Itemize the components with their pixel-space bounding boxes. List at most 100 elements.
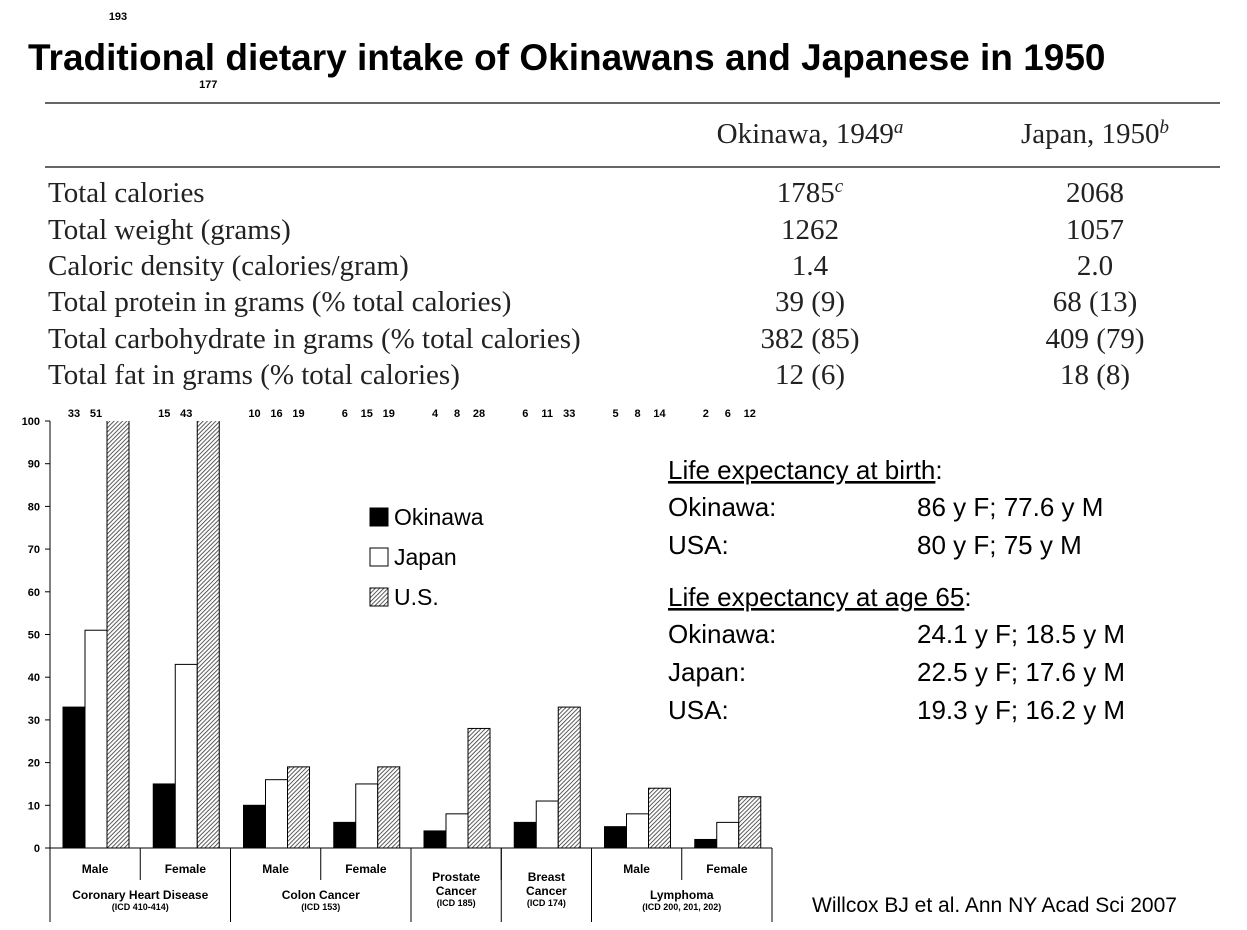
y-tick-label: 80 — [28, 501, 40, 513]
data-label: 51 — [90, 408, 102, 420]
group-code: (ICD 174) — [526, 898, 566, 908]
row-label: Total weight (grams) — [48, 214, 291, 246]
group-label-box: Colon Cancer (ICD 153) — [231, 888, 412, 913]
group-name: Colon Cancer — [281, 888, 360, 902]
heading-text: Life expectancy at age 65 — [668, 582, 964, 612]
x-tick-label: Male — [262, 862, 289, 876]
data-label: 6 — [342, 408, 348, 420]
bar — [445, 813, 469, 849]
x-tick-label: Female — [165, 862, 207, 876]
footnote-mark: b — [1160, 117, 1170, 138]
group-label-box: Breast Cancer (ICD 174) — [501, 870, 591, 909]
data-label: 10 — [248, 408, 260, 420]
data-label: 6 — [522, 408, 528, 420]
group-label-box: Prostate Cancer (ICD 185) — [411, 870, 501, 909]
group-name: Lymphoma — [649, 888, 714, 902]
bar — [62, 706, 86, 849]
y-tick-label: 70 — [28, 544, 40, 556]
data-label: 33 — [68, 408, 80, 420]
group-name: Coronary Heart Disease — [72, 888, 209, 902]
section-heading: Life expectancy at birth: — [668, 455, 943, 485]
heading-text: Life expectancy at birth — [668, 455, 935, 485]
country: USA: — [668, 695, 729, 725]
bar — [626, 813, 649, 849]
bar — [513, 821, 537, 849]
legend-label: U.S. — [394, 584, 439, 610]
data-label: 177 — [199, 79, 217, 91]
expectancy: 19.3 y F; 16.2 y M — [917, 695, 1125, 725]
data-label: 4 — [432, 408, 439, 420]
group-label: Prostate Cancer(ICD 185) — [411, 870, 501, 909]
data-label: 15 — [361, 408, 373, 420]
column-header: Japan, 1950b — [1021, 117, 1169, 151]
data-label: 6 — [725, 408, 731, 420]
cell-text: 68 (13) — [1053, 286, 1138, 318]
bar — [333, 821, 357, 849]
data-label: 8 — [634, 408, 640, 420]
group-name: Prostate Cancer — [432, 870, 481, 898]
group-name: Breast Cancer — [526, 870, 567, 898]
row-label: Total protein in grams (% total calories… — [48, 286, 511, 318]
data-label: 8 — [454, 408, 460, 420]
table-cell: 18 (8) — [1060, 359, 1130, 391]
y-tick-label: 100 — [22, 416, 40, 428]
data-label: 14 — [653, 408, 666, 420]
group-label-box: Coronary Heart Disease (ICD 410-414) — [50, 888, 231, 913]
bar — [265, 779, 288, 849]
group-code: (ICD 185) — [436, 898, 476, 908]
heading-suffix: : — [935, 455, 942, 485]
bar — [738, 796, 762, 849]
citation: Willcox BJ et al. Ann NY Acad Sci 2007 — [812, 894, 1177, 917]
table-cell: 2.0 — [1077, 250, 1113, 282]
cell-text: Okinawa, 1949 — [717, 118, 894, 150]
bar — [174, 663, 198, 849]
y-tick-label: 90 — [28, 459, 40, 471]
bar — [243, 804, 266, 849]
bar — [467, 727, 491, 849]
cell-text: 382 (85) — [760, 323, 859, 355]
table-cell: 2068 — [1066, 177, 1124, 209]
data-label: 2 — [703, 408, 709, 420]
x-tick-label: Male — [82, 862, 109, 876]
bar — [84, 629, 108, 849]
footnote-mark: a — [894, 117, 904, 138]
bar — [716, 821, 740, 849]
table-cell: 1785c — [777, 176, 844, 210]
country: Okinawa: — [668, 619, 776, 649]
group-label: Breast Cancer(ICD 174) — [501, 870, 591, 909]
table-cell: 68 (13) — [1053, 286, 1138, 318]
data-label: 15 — [158, 408, 170, 420]
country: Okinawa: — [668, 492, 776, 522]
data-label: 19 — [383, 408, 395, 420]
data-label: 28 — [473, 408, 485, 420]
bar — [152, 783, 176, 849]
group-label: Colon Cancer(ICD 153) — [231, 888, 412, 913]
cell-text: 2.0 — [1077, 250, 1113, 282]
data-label: 5 — [612, 408, 618, 420]
country: USA: — [668, 530, 729, 560]
slide-title: Traditional dietary intake of Okinawans … — [28, 37, 1106, 78]
cell-text: 1262 — [781, 214, 839, 246]
legend-swatch — [369, 587, 389, 607]
group-label: Coronary Heart Disease(ICD 410-414) — [50, 888, 231, 913]
bar — [535, 800, 559, 849]
legend-swatch — [369, 507, 389, 527]
plot-area — [62, 421, 762, 849]
table-cell: 1057 — [1066, 214, 1124, 246]
table-cell: 1262 — [781, 214, 839, 246]
y-tick-label: 50 — [28, 630, 40, 642]
x-tick-label: Female — [345, 862, 387, 876]
expectancy: 86 y F; 77.6 y M — [917, 492, 1103, 522]
y-tick-label: 60 — [28, 587, 40, 599]
y-tick-label: 40 — [28, 672, 40, 684]
data-label: 43 — [180, 408, 192, 420]
cell-text: 2068 — [1066, 177, 1124, 209]
data-label: 12 — [744, 408, 756, 420]
x-tick-label: Female — [706, 862, 748, 876]
table-cell: 12 (6) — [775, 359, 845, 391]
group-code: (ICD 410-414) — [111, 902, 169, 912]
bar — [377, 766, 401, 849]
column-header: Okinawa, 1949a — [717, 117, 904, 151]
bar — [423, 830, 447, 849]
